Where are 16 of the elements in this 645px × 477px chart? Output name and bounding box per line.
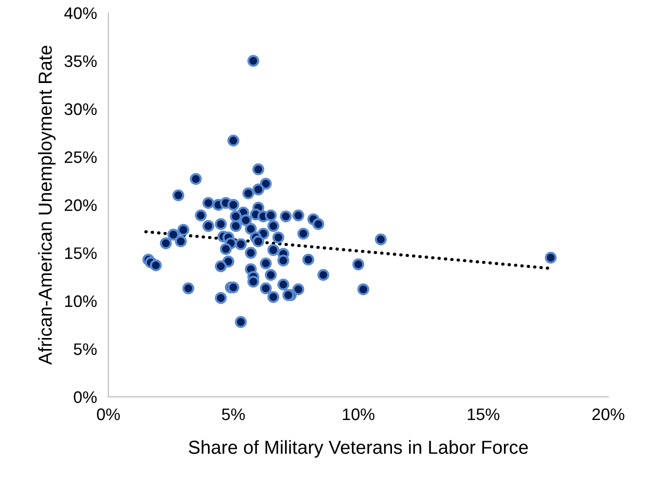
y-tick-label: 20% [64,199,97,212]
y-tick-label: 5% [74,343,97,356]
x-tick-label: 15% [468,408,500,420]
x-tick-label: 0% [96,408,120,420]
y-tick-label: 30% [64,103,97,116]
y-axis-title: African-American Unemployment Rate [38,46,56,365]
x-tick-label: 10% [342,408,374,420]
y-tick-label: 35% [64,55,97,68]
x-axis-title: Share of Military Veterans in Labor Force [188,440,528,458]
x-tick-label: 20% [592,408,624,420]
y-tick-label: 0% [74,391,97,404]
y-tick-label: 40% [64,7,97,20]
x-tick-label: 5% [222,408,245,420]
y-tick-label: 15% [65,247,97,260]
y-tick-label: 25% [64,151,97,164]
y-tick-label: 10% [65,295,97,308]
